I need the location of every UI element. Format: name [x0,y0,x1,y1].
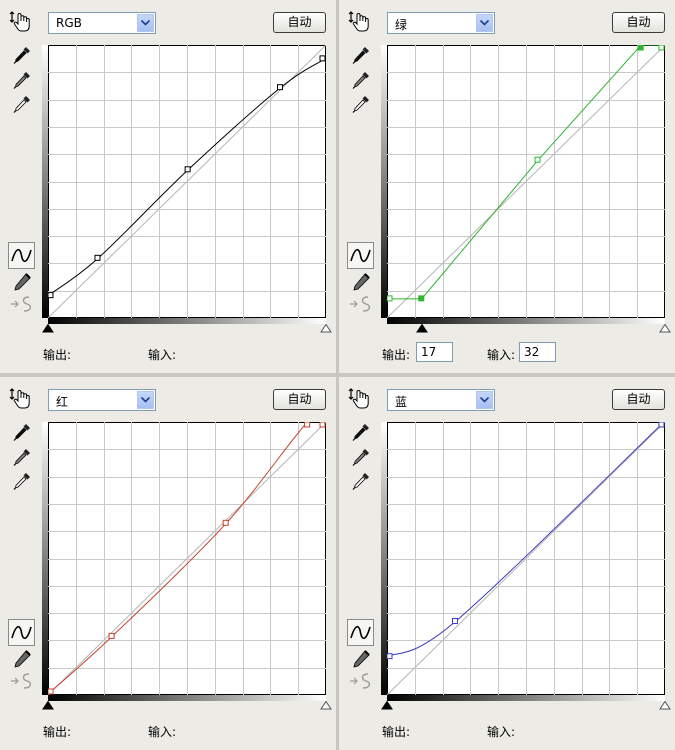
input-label: 输入: [148,723,176,740]
curve-tool-icon[interactable] [347,242,374,269]
white-point-slider[interactable] [659,701,671,710]
curves-panel-red: 红 自动 输出: 输入: [0,377,336,750]
white-eyedropper-icon[interactable] [350,93,372,115]
input-gradient-bar [48,695,326,701]
output-value-field[interactable]: 17 [416,342,453,362]
curve-tool-icon[interactable] [8,242,35,269]
pencil-icon[interactable] [350,648,372,670]
pencil-icon[interactable] [350,271,372,293]
white-eyedropper-icon[interactable] [350,470,372,492]
chevron-down-icon[interactable] [476,391,493,409]
smooth-icon[interactable] [9,294,35,314]
curve-svg[interactable] [48,45,326,318]
chevron-down-icon[interactable] [137,391,154,409]
curve-svg[interactable] [387,45,665,318]
white-point-slider[interactable] [659,324,671,333]
curve-tool-icon[interactable] [347,619,374,646]
curve-control-point[interactable] [320,56,325,61]
hand-adjust-icon[interactable] [347,10,373,34]
hand-adjust-icon[interactable] [8,10,34,34]
hand-adjust-icon[interactable] [8,387,34,411]
chevron-down-icon[interactable] [137,14,154,32]
curves-panel-rgb: RGB 自动 输出: 输入: [0,0,336,373]
curve-control-point[interactable] [95,255,100,260]
auto-button[interactable]: 自动 [612,12,665,33]
curve-svg[interactable] [48,422,326,695]
smooth-icon[interactable] [9,671,35,691]
chevron-down-icon[interactable] [476,14,493,32]
channel-dropdown[interactable]: RGB [48,12,156,34]
smooth-icon[interactable] [348,671,374,691]
gray-eyedropper-icon[interactable] [11,69,33,91]
curve-svg[interactable] [387,422,665,695]
white-eyedropper-icon[interactable] [11,93,33,115]
channel-dropdown-value: 蓝 [395,393,407,410]
black-point-slider[interactable] [416,324,428,333]
curve-graph[interactable] [48,422,326,695]
output-label: 输出: [43,723,71,740]
channel-dropdown-value: 红 [56,393,68,410]
black-eyedropper-icon[interactable] [350,44,372,66]
curve-control-point[interactable] [320,422,325,427]
black-point-slider[interactable] [381,701,393,710]
white-eyedropper-icon[interactable] [11,470,33,492]
input-gradient-bar [48,318,326,324]
curve-graph[interactable] [387,422,665,695]
curve-control-point[interactable] [659,422,664,427]
channel-dropdown[interactable]: 红 [48,389,156,411]
black-eyedropper-icon[interactable] [11,44,33,66]
auto-button[interactable]: 自动 [273,12,326,33]
curve-control-point[interactable] [659,45,664,50]
input-label: 输入: [148,346,176,363]
channel-dropdown[interactable]: 绿 [387,12,495,34]
input-label: 输入: [487,723,515,740]
input-gradient-bar [387,318,665,324]
black-eyedropper-icon[interactable] [11,421,33,443]
input-value-field[interactable]: 32 [519,342,556,362]
curve-graph[interactable] [48,45,326,318]
curve-control-point[interactable] [277,85,282,90]
pencil-icon[interactable] [11,648,33,670]
curve-control-point[interactable] [387,296,392,301]
smooth-icon[interactable] [348,294,374,314]
auto-button[interactable]: 自动 [273,389,326,410]
hand-adjust-icon[interactable] [347,387,373,411]
gray-eyedropper-icon[interactable] [350,69,372,91]
output-label: 输出: [43,346,71,363]
channel-dropdown[interactable]: 蓝 [387,389,495,411]
curve-control-point[interactable] [419,296,424,301]
curve-control-point[interactable] [452,618,457,623]
curve-control-point[interactable] [185,167,190,172]
curve-control-point[interactable] [48,293,53,298]
channel-dropdown-value: RGB [56,16,82,30]
pencil-icon[interactable] [11,271,33,293]
curve-control-point[interactable] [305,422,310,427]
black-point-slider[interactable] [42,324,54,333]
channel-dropdown-value: 绿 [395,16,407,33]
output-label: 输出: [382,346,410,363]
curve-control-point[interactable] [109,633,114,638]
input-gradient-bar [387,695,665,701]
curve-control-point[interactable] [387,654,392,659]
curve-tool-icon[interactable] [8,619,35,646]
black-point-slider[interactable] [42,701,54,710]
gray-eyedropper-icon[interactable] [350,446,372,468]
black-eyedropper-icon[interactable] [350,421,372,443]
curve-control-point[interactable] [223,520,228,525]
curves-panel-green: 绿 自动 输出: 输入: 17 32 [339,0,675,373]
gray-eyedropper-icon[interactable] [11,446,33,468]
curve-control-point[interactable] [638,45,643,50]
auto-button[interactable]: 自动 [612,389,665,410]
output-label: 输出: [382,723,410,740]
curves-panel-blue: 蓝 自动 输出: 输入: [339,377,675,750]
white-point-slider[interactable] [320,324,332,333]
curve-control-point[interactable] [48,689,53,694]
input-label: 输入: [487,346,515,363]
white-point-slider[interactable] [320,701,332,710]
curve-graph[interactable] [387,45,665,318]
curve-control-point[interactable] [535,157,540,162]
